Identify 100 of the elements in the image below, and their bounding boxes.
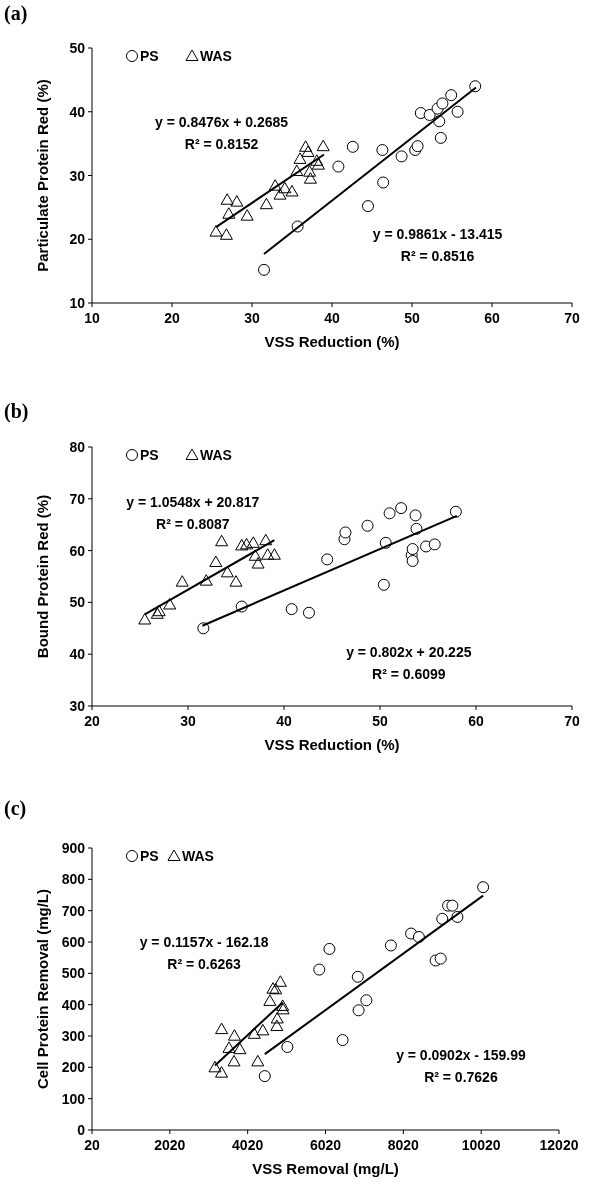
point [361,519,374,532]
x-tick-label: 40 [276,713,292,729]
point [290,164,304,177]
y-tick-label: 100 [61,1090,86,1107]
point [352,1004,365,1017]
point [235,538,249,551]
point [423,108,436,121]
point [321,553,334,566]
point [451,105,464,118]
point [313,963,326,976]
point [336,1034,349,1047]
x-tick-label: 10020 [461,1137,501,1153]
point [199,574,213,586]
x-tick-label: 70 [564,713,580,729]
annotation: y = 0.9861x - 13.415 R² = 0.8516 [372,226,503,265]
point [311,158,325,170]
point [395,150,408,163]
y-tick-label: 50 [69,40,86,56]
point [248,549,262,561]
point [406,543,419,556]
point [267,548,281,560]
point [411,140,424,153]
point [247,1027,261,1039]
point [376,144,389,156]
x-tick-label: 40 [324,310,340,326]
point [449,505,462,518]
point [215,534,229,547]
point [209,225,223,237]
x-tick-label: 30 [244,310,260,326]
x-tick-label: 30 [180,713,196,729]
point [477,881,490,894]
point [251,557,265,569]
y-axis-title: Particulate Protein Red (%) [34,79,51,272]
point [302,606,315,619]
point [276,1002,290,1015]
point [323,942,336,955]
point [215,1022,229,1035]
annotation: y = 0.802x + 20.225 R² = 0.6099 [346,643,472,682]
point [278,181,292,194]
point [276,999,290,1011]
y-tick-label: 40 [69,646,86,663]
y-tick-label: 500 [61,965,86,982]
y-tick-label: 400 [61,996,86,1013]
point [208,1060,222,1073]
point [299,140,313,152]
point [258,263,270,276]
point [428,538,441,551]
point [227,1054,241,1067]
point [412,930,425,943]
point [175,575,189,587]
point [268,179,282,191]
point [362,200,374,213]
point [138,612,152,625]
x-tick-label: 20 [84,1137,100,1153]
point [436,97,449,110]
y-tick-label: 10 [69,295,86,311]
point [293,152,307,164]
legend-label: WAS [182,848,214,864]
point [273,975,287,987]
point [220,565,234,578]
y-axis-title: Cell Protein Removal (mg/L) [34,888,51,1090]
point [316,139,330,152]
point [220,193,234,205]
point [434,952,447,965]
x-tick-label: 60 [484,310,500,326]
point [339,526,352,539]
x-tick-label: 70 [564,310,580,326]
point [434,131,447,144]
y-axis-title: Bound Protein Red (%) [34,494,51,659]
y-tick-label: 20 [69,231,86,248]
point [303,165,317,177]
point [285,603,298,616]
point [163,597,177,610]
annotation: y = 1.0548x + 20.817 R² = 0.8087 [126,493,260,532]
point [227,1029,241,1041]
point [240,537,254,550]
point [445,89,458,102]
annotation: y = 0.1157x - 162.18 R² = 0.6263 [139,933,269,972]
point [409,509,422,522]
point [197,622,210,635]
point [310,154,324,166]
point [436,912,449,925]
y-tick-label: 70 [69,490,86,507]
legend-label: PS [140,447,159,463]
point [384,939,397,952]
y-tick-label: 700 [61,902,86,919]
point [259,197,273,210]
point [222,207,236,219]
point [209,555,223,567]
chart-title: (a) [4,2,28,25]
x-tick-label: 50 [404,310,420,326]
x-tick-label: 60 [468,713,484,729]
point [303,172,317,184]
point [285,184,299,197]
point [270,1011,284,1024]
x-tick-label: 50 [372,713,388,729]
x-tick-label: 20 [164,310,180,326]
point [406,554,419,567]
y-tick-label: 40 [69,103,86,120]
point [230,195,244,207]
